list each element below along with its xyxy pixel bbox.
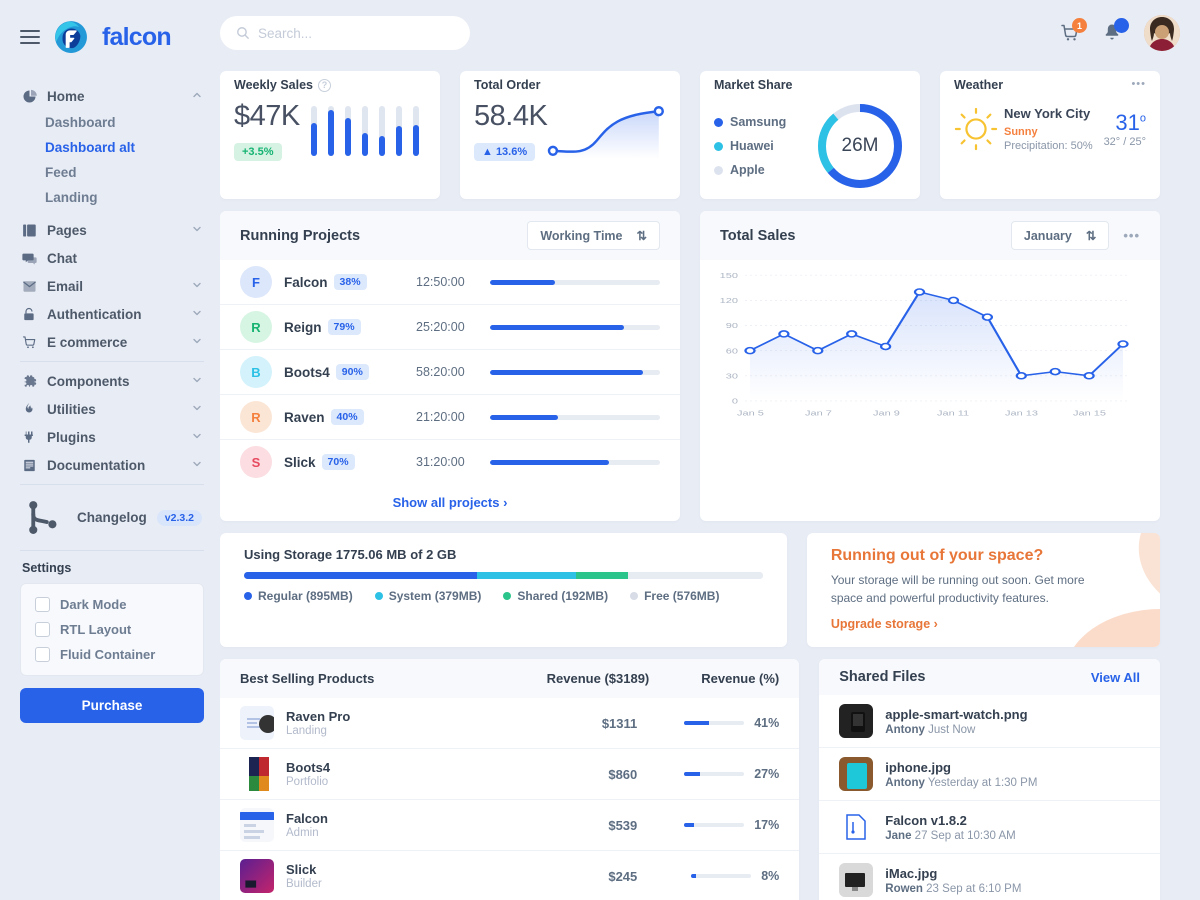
svg-text:Jan 15: Jan 15 [1073, 409, 1106, 417]
svg-text:Jan 9: Jan 9 [873, 409, 900, 417]
svg-text:Jan 13: Jan 13 [1005, 409, 1038, 417]
svg-text:90: 90 [726, 322, 738, 330]
svg-text:0: 0 [732, 397, 738, 405]
svg-text:120: 120 [720, 297, 738, 305]
svg-text:30: 30 [726, 372, 738, 380]
svg-text:60: 60 [726, 347, 738, 355]
svg-text:Jan 5: Jan 5 [737, 409, 764, 417]
svg-text:150: 150 [720, 272, 738, 280]
svg-text:Jan 7: Jan 7 [805, 409, 832, 417]
svg-text:Jan 11: Jan 11 [937, 409, 969, 417]
